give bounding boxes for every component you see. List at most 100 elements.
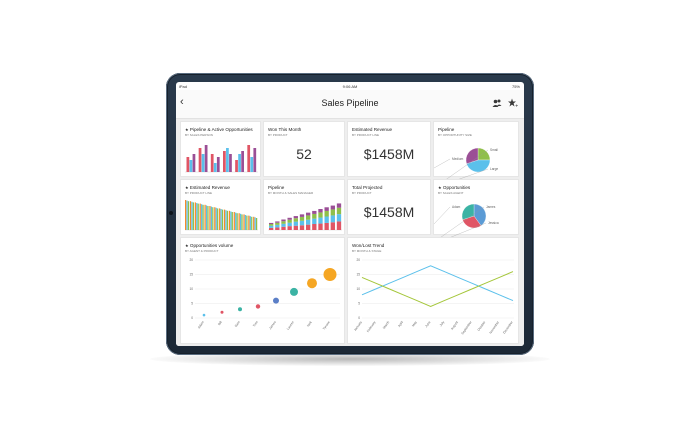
chart-pipeline-month	[268, 203, 342, 231]
x-tick-label: April	[397, 320, 404, 328]
pie-slice	[461, 203, 475, 220]
bar	[202, 204, 204, 230]
card-subtitle: BY SALES PERSON	[185, 133, 213, 137]
bar	[248, 215, 250, 230]
card-pipeline-active[interactable]: ★ Pipeline & Active Opportunities BY SAL…	[180, 121, 261, 177]
bar	[197, 203, 199, 230]
card-estimated-revenue[interactable]: Estimated Revenue BY PRODUCT LINE $1458M	[347, 121, 431, 177]
bar	[247, 145, 251, 172]
bubble	[290, 287, 298, 296]
bar	[199, 203, 201, 230]
status-bar: iPad 9:06 AM 75%	[176, 82, 524, 90]
card-won-month[interactable]: Won This Month BY PRODUCT 52	[263, 121, 345, 177]
card-subtitle: BY AGENT & PRODUCT	[185, 249, 219, 253]
stacked-bar	[275, 227, 280, 230]
bar	[235, 160, 238, 172]
card-title: Total Projected	[352, 185, 383, 190]
stacked-bar	[318, 217, 323, 224]
bubble	[273, 297, 279, 304]
stacked-bar	[293, 216, 298, 219]
stacked-bar	[330, 222, 335, 230]
bar	[255, 218, 258, 230]
bar	[186, 200, 188, 230]
card-opportunities-volume[interactable]: ★ Opportunities volume BY AGENT & PRODUC…	[180, 237, 345, 344]
card-title: Estimated Revenue	[189, 185, 230, 190]
carrier-label: iPad	[179, 84, 188, 89]
bar	[243, 214, 245, 230]
card-title: Opportunities	[442, 185, 471, 190]
x-tick-label: February	[366, 320, 377, 333]
x-tick-label: Bill	[217, 320, 223, 326]
star-icon: ★	[438, 185, 442, 190]
bar	[241, 151, 244, 172]
bar	[205, 205, 208, 230]
stacked-bar	[287, 222, 292, 227]
stacked-bar	[312, 218, 317, 224]
stacked-bar	[275, 222, 280, 225]
clock: 9:06 AM	[342, 84, 358, 89]
bar	[204, 204, 206, 230]
card-title: Won/Lost Trend	[352, 243, 385, 248]
bar	[235, 212, 237, 230]
stacked-bar	[330, 215, 335, 223]
bar	[189, 160, 193, 172]
bar	[191, 201, 193, 230]
card-estimated-revenue-2[interactable]: ★ Estimated Revenue BY PRODUCT LINE	[180, 179, 261, 235]
bar	[194, 202, 196, 230]
bar	[209, 206, 211, 230]
x-tick-label: July	[439, 320, 446, 327]
bar	[249, 216, 251, 230]
x-tick-label: June	[424, 320, 431, 328]
bar	[219, 208, 221, 230]
stacked-bar	[324, 207, 329, 211]
battery-label: 75%	[511, 84, 520, 89]
stacked-bar	[318, 209, 323, 213]
page-title: Sales Pipeline	[321, 98, 379, 108]
star-add-icon[interactable]: +	[508, 98, 518, 110]
stacked-bar	[287, 226, 292, 230]
bar	[253, 216, 255, 230]
chart-estimated-revenue	[185, 200, 258, 231]
bar	[213, 163, 217, 172]
card-title: Pipeline	[268, 185, 285, 190]
chevron-left-icon[interactable]: ‹	[180, 96, 184, 108]
bar	[225, 210, 227, 230]
leader-line	[433, 206, 451, 225]
stacked-bar	[336, 221, 342, 230]
stacked-bar	[336, 207, 342, 215]
bar	[226, 210, 229, 230]
bubble	[255, 304, 261, 309]
chart-pipeline-active	[185, 145, 258, 173]
series-line	[361, 271, 514, 307]
stacked-bar	[324, 216, 329, 223]
card-title: Pipeline	[438, 127, 455, 132]
bar	[198, 148, 202, 172]
pie-slice	[473, 203, 487, 226]
pie-slice	[477, 147, 491, 161]
tablet-device: iPad 9:06 AM 75% ‹ Sales Pipeline + ★ Pi…	[166, 73, 534, 355]
bar	[187, 201, 190, 230]
bar	[214, 207, 216, 230]
stacked-bar	[318, 212, 323, 218]
bar	[233, 212, 235, 230]
bar	[230, 211, 232, 230]
stacked-bar	[269, 227, 274, 230]
stacked-bar	[269, 225, 274, 228]
stacked-bar	[275, 224, 280, 228]
card-pipeline-size[interactable]: Pipeline BY OPPORTUNITY SIZE Small Medium…	[433, 121, 519, 189]
bar	[221, 209, 224, 230]
stacked-bar	[299, 216, 305, 221]
stacked-bar	[312, 224, 317, 230]
people-icon[interactable]	[492, 98, 502, 108]
card-opportunities[interactable]: ★ Opportunities BY SALES AGENT Adam James…	[433, 179, 519, 245]
card-won-lost[interactable]: Won/Lost Trend BY MONTH & STAGE 20 15 10 5 0…	[347, 237, 519, 344]
x-tick-label: Nick	[306, 320, 313, 328]
stacked-bar	[293, 218, 298, 222]
stacked-bar	[336, 203, 342, 208]
card-pipeline-month[interactable]: Pipeline BY MONTH & SALES MANAGER	[263, 179, 345, 235]
stacked-bar	[306, 215, 311, 220]
bar	[238, 154, 241, 172]
leader-line	[433, 158, 451, 169]
card-total-projected[interactable]: Total Projected BY PRODUCT $1458M	[347, 179, 431, 235]
